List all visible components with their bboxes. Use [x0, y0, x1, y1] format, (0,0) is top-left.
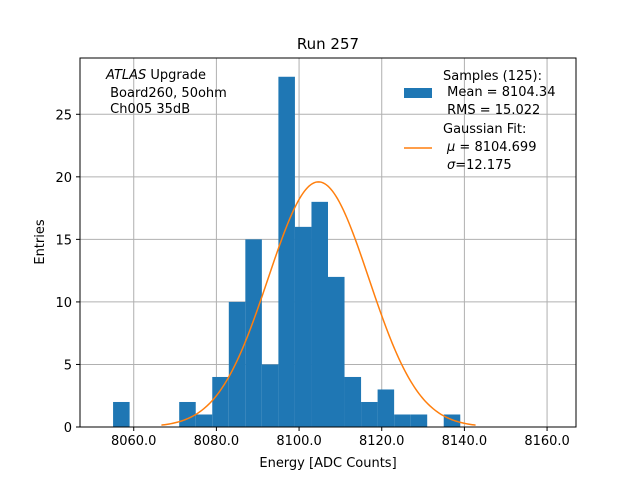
histogram-bar: [377, 389, 395, 427]
histogram-bar: [361, 401, 378, 427]
atlas-label: ATLAS: [105, 68, 146, 83]
ticks-layer: 8060.0 8080.0 8100.0 8120.0 8140.0 8160.0 0 5 10…: [55, 108, 569, 449]
y-tick-label: 15: [55, 233, 72, 248]
atlas-upgrade-label: Upgrade: [146, 68, 206, 83]
histogram-bar: [328, 276, 345, 427]
x-tick-label: 8100.0: [276, 434, 322, 449]
x-axis-label: Energy [ADC Counts]: [259, 456, 396, 471]
legend-fit-line-2: μ = 8104.699: [446, 140, 536, 155]
chart-title: Run 257: [297, 35, 359, 53]
legend-samples-line-2: Mean = 8104.34: [443, 85, 555, 100]
x-tick-label: 8160.0: [524, 434, 570, 449]
plot-frame: [79, 57, 577, 428]
legend-samples-line-3: RMS = 15.022: [443, 103, 540, 118]
fit-layer: [161, 181, 476, 426]
annotation-line-1: ATLAS Upgrade: [105, 68, 206, 83]
x-tick-label: 8080.0: [194, 434, 240, 449]
legend: Samples (125): Mean = 8104.34 RMS = 15.0…: [404, 69, 555, 173]
histogram-bar: [410, 414, 428, 427]
histogram-bar: [394, 414, 411, 427]
atlas-annotation: ATLAS Upgrade Board260, 50ohm Ch005 35dB: [105, 68, 227, 117]
gaussian-fit-curve: [161, 181, 476, 426]
legend-sigma-value: =12.175: [455, 158, 511, 173]
y-tick-label: 0: [64, 421, 72, 436]
histogram-bar: [261, 364, 279, 427]
histogram-bar: [228, 301, 246, 427]
histogram-bar: [212, 376, 229, 427]
legend-mu-symbol: μ: [446, 140, 455, 155]
annotation-line-2: Board260, 50ohm: [106, 86, 227, 101]
legend-fit-line-3: σ=12.175: [447, 158, 512, 173]
x-tick-label: 8120.0: [359, 434, 405, 449]
histogram-bar: [311, 201, 328, 427]
histogram-bar: [278, 76, 295, 428]
x-tick-label: 8140.0: [442, 434, 488, 449]
y-tick-label: 5: [64, 358, 72, 373]
legend-mu-value: = 8104.699: [455, 140, 536, 155]
y-tick-label: 10: [55, 296, 72, 311]
histogram-bar: [344, 376, 362, 427]
x-tick-label: 8060.0: [111, 434, 157, 449]
y-tick-label: 20: [55, 171, 72, 186]
y-tick-label: 25: [55, 108, 72, 123]
histogram-bar: [245, 239, 262, 427]
legend-fit-line-1: Gaussian Fit:: [443, 122, 526, 137]
legend-samples-swatch: [404, 88, 432, 98]
bars-layer: [113, 76, 461, 428]
histogram-bar: [294, 226, 312, 427]
legend-samples-line-1: Samples (125):: [443, 69, 542, 84]
y-axis-label: Entries: [33, 219, 48, 265]
annotation-line-3: Ch005 35dB: [106, 102, 190, 117]
histogram-bar: [113, 401, 130, 427]
histogram-bar: [179, 401, 196, 427]
histogram-bar: [443, 414, 461, 427]
histogram-bar: [195, 414, 213, 427]
legend-sigma-symbol: σ: [447, 158, 456, 173]
